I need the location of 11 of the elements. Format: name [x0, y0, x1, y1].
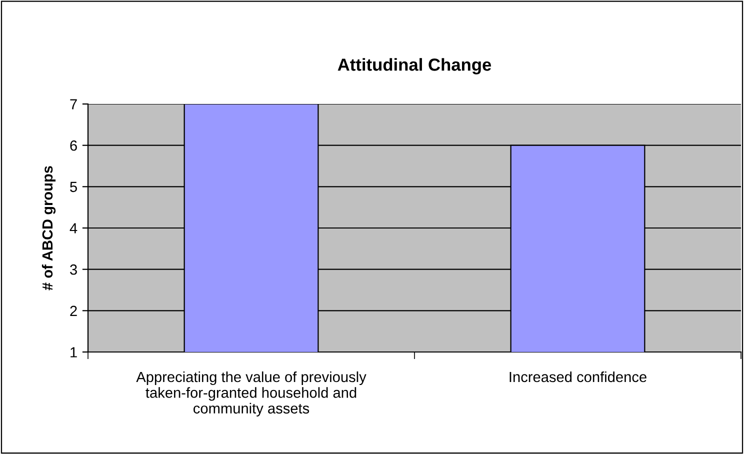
x-tick-label: Increased confidence [510, 371, 646, 382]
chart-title: Attitudinal Change [338, 58, 492, 74]
y-tick-label: 7 [70, 99, 77, 110]
y-tick-label: 5 [70, 182, 77, 192]
y-axis-title: # of ABCD groups [42, 166, 56, 290]
y-tick-label: 6 [70, 140, 77, 151]
y-tick-label: 1 [70, 347, 77, 358]
y-tick-label: 2 [70, 306, 77, 316]
y-tick-label: 3 [70, 264, 77, 275]
y-tick-label: 4 [70, 223, 78, 234]
x-tick-label: Appreciating the value of previously taken-for-granted household and community assets [136, 371, 366, 416]
